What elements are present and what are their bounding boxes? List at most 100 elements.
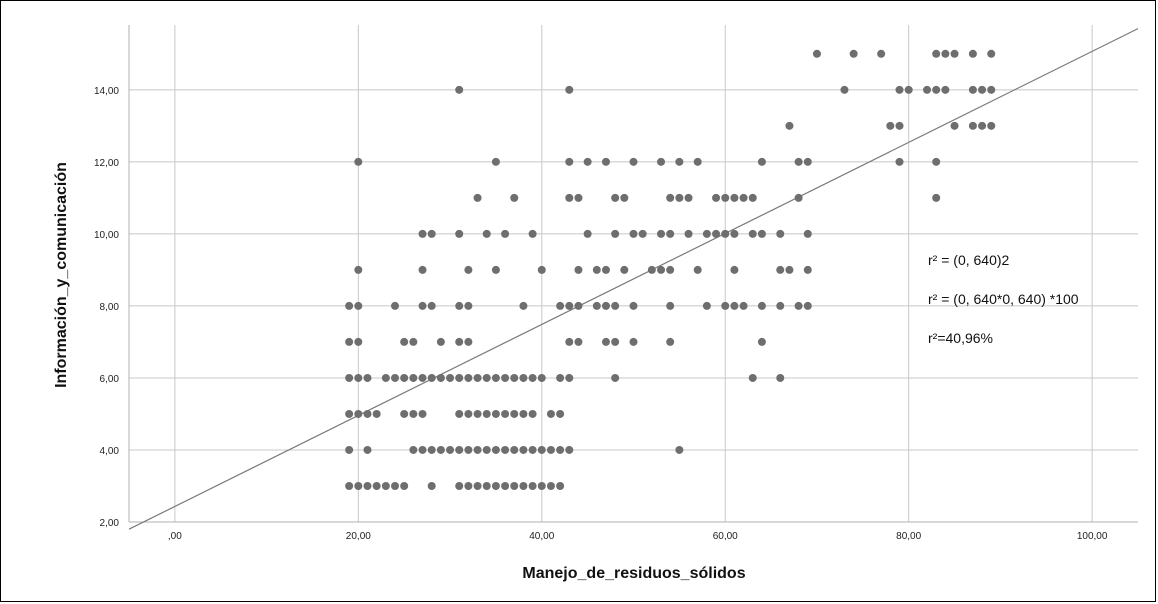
data-point [345, 301, 354, 310]
data-point [601, 157, 610, 166]
data-point [840, 85, 849, 94]
data-point [978, 121, 987, 130]
data-point [629, 229, 638, 238]
data-point [556, 445, 565, 454]
data-points [345, 49, 996, 490]
data-point [794, 193, 803, 202]
data-point [776, 229, 785, 238]
data-point [601, 265, 610, 274]
data-point [647, 265, 656, 274]
data-point [473, 193, 482, 202]
data-point [510, 373, 519, 382]
x-tick-label: ,00 [168, 531, 182, 542]
data-point [436, 445, 445, 454]
data-point [510, 481, 519, 490]
data-point [464, 337, 473, 346]
data-point [455, 409, 464, 418]
data-point [418, 445, 427, 454]
data-point [501, 229, 510, 238]
data-point [666, 301, 675, 310]
data-point [409, 337, 418, 346]
data-point [684, 193, 693, 202]
y-tick-label: 6,00 [100, 374, 120, 385]
data-point [519, 445, 528, 454]
data-point [629, 301, 638, 310]
data-point [501, 445, 510, 454]
y-tick-labels: 2,00 4,00 6,00 8,00 10,00 12,00 14,00 [94, 86, 119, 529]
data-point [950, 49, 959, 58]
data-point [519, 373, 528, 382]
data-point [354, 373, 363, 382]
data-point [473, 409, 482, 418]
data-point [721, 301, 730, 310]
data-point [730, 193, 739, 202]
data-point [501, 409, 510, 418]
data-point [464, 265, 473, 274]
data-point [345, 337, 354, 346]
data-point [455, 481, 464, 490]
data-point [565, 373, 574, 382]
x-tick-label: 80,00 [896, 531, 921, 542]
y-tick-label: 12,00 [94, 158, 119, 169]
data-point [611, 301, 620, 310]
data-point [519, 409, 528, 418]
data-point [574, 193, 583, 202]
data-point [400, 373, 409, 382]
data-point [528, 481, 537, 490]
data-point [491, 481, 500, 490]
data-point [574, 337, 583, 346]
data-point [473, 373, 482, 382]
data-point [391, 301, 400, 310]
data-point [565, 301, 574, 310]
x-tick-label: 100,00 [1077, 531, 1108, 542]
data-point [565, 85, 574, 94]
data-point [363, 445, 372, 454]
data-point [932, 193, 941, 202]
data-point [638, 229, 647, 238]
data-point [528, 373, 537, 382]
data-point [757, 337, 766, 346]
data-point [629, 337, 638, 346]
data-point [574, 265, 583, 274]
data-point [739, 301, 748, 310]
data-point [721, 193, 730, 202]
data-point [895, 85, 904, 94]
data-point [556, 301, 565, 310]
data-point [391, 373, 400, 382]
data-point [501, 481, 510, 490]
data-point [455, 301, 464, 310]
data-point [528, 409, 537, 418]
data-point [427, 373, 436, 382]
data-point [400, 409, 409, 418]
data-point [776, 373, 785, 382]
data-point [464, 481, 473, 490]
data-point [519, 301, 528, 310]
data-point [794, 157, 803, 166]
data-point [446, 445, 455, 454]
data-point [537, 265, 546, 274]
data-point [721, 229, 730, 238]
data-point [400, 337, 409, 346]
data-point [748, 229, 757, 238]
data-point [482, 481, 491, 490]
data-point [968, 49, 977, 58]
data-point [491, 445, 500, 454]
data-point [482, 445, 491, 454]
data-point [354, 265, 363, 274]
data-point [968, 85, 977, 94]
data-point [620, 265, 629, 274]
data-point [510, 193, 519, 202]
y-tick-label: 14,00 [94, 86, 119, 97]
data-point [712, 229, 721, 238]
data-point [473, 481, 482, 490]
data-point [794, 301, 803, 310]
data-point [666, 193, 675, 202]
data-point [455, 373, 464, 382]
data-point [546, 445, 555, 454]
data-point [592, 301, 601, 310]
data-point [491, 265, 500, 274]
data-point [666, 337, 675, 346]
data-point [785, 265, 794, 274]
data-point [482, 229, 491, 238]
